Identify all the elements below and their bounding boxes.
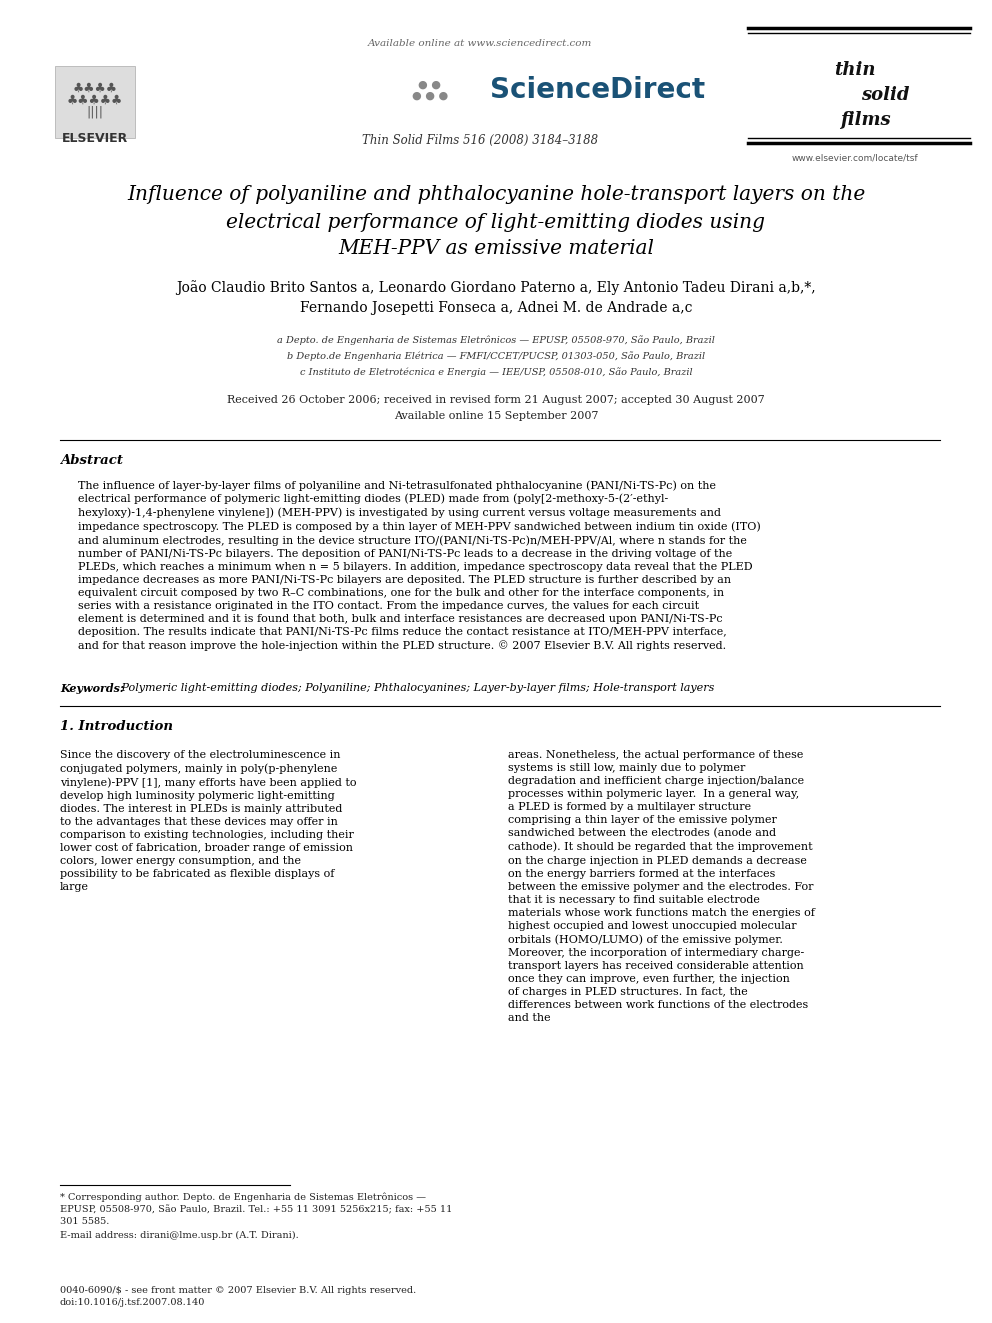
Text: Abstract: Abstract bbox=[60, 454, 123, 467]
Text: Thin Solid Films 516 (2008) 3184–3188: Thin Solid Films 516 (2008) 3184–3188 bbox=[362, 134, 598, 147]
Text: João Claudio Brito Santos a, Leonardo Giordano Paterno a, Ely Antonio Tadeu Dira: João Claudio Brito Santos a, Leonardo Gi… bbox=[177, 280, 815, 295]
FancyBboxPatch shape bbox=[55, 66, 135, 138]
Text: www.elsevier.com/locate/tsf: www.elsevier.com/locate/tsf bbox=[792, 153, 919, 163]
Text: The influence of layer-by-layer films of polyaniline and Ni-tetrasulfonated phth: The influence of layer-by-layer films of… bbox=[78, 480, 761, 651]
Text: Received 26 October 2006; received in revised form 21 August 2007; accepted 30 A: Received 26 October 2006; received in re… bbox=[227, 396, 765, 405]
Text: Fernando Josepetti Fonseca a, Adnei M. de Andrade a,c: Fernando Josepetti Fonseca a, Adnei M. d… bbox=[300, 302, 692, 315]
Text: Available online at www.sciencedirect.com: Available online at www.sciencedirect.co… bbox=[368, 38, 592, 48]
Text: doi:10.1016/j.tsf.2007.08.140: doi:10.1016/j.tsf.2007.08.140 bbox=[60, 1298, 205, 1307]
Text: Since the discovery of the electroluminescence in
conjugated polymers, mainly in: Since the discovery of the electrolumine… bbox=[60, 750, 356, 892]
Text: E-mail address: dirani@lme.usp.br (A.T. Dirani).: E-mail address: dirani@lme.usp.br (A.T. … bbox=[60, 1230, 299, 1240]
Text: ♣♣♣♣
♣♣♣♣♣
||||: ♣♣♣♣ ♣♣♣♣♣ |||| bbox=[66, 82, 123, 119]
Text: thin: thin bbox=[834, 61, 876, 79]
Text: areas. Nonetheless, the actual performance of these
systems is still low, mainly: areas. Nonetheless, the actual performan… bbox=[508, 750, 814, 1023]
Text: * Corresponding author. Depto. de Engenharia de Sistemas Eletrônicos —: * Corresponding author. Depto. de Engenh… bbox=[60, 1193, 426, 1203]
Text: 1. Introduction: 1. Introduction bbox=[60, 720, 173, 733]
Text: a Depto. de Engenharia de Sistemas Eletrônicos — EPUSP, 05508-970, São Paulo, Br: a Depto. de Engenharia de Sistemas Eletr… bbox=[277, 335, 715, 345]
Text: 0040-6090/$ - see front matter © 2007 Elsevier B.V. All rights reserved.: 0040-6090/$ - see front matter © 2007 El… bbox=[60, 1286, 417, 1295]
Text: electrical performance of light-emitting diodes using: electrical performance of light-emitting… bbox=[226, 213, 766, 232]
Text: Influence of polyaniline and phthalocyanine hole-transport layers on the: Influence of polyaniline and phthalocyan… bbox=[127, 185, 865, 205]
Text: solid: solid bbox=[861, 86, 910, 105]
Text: ELSEVIER: ELSEVIER bbox=[62, 132, 128, 146]
Text: EPUSP, 05508-970, São Paulo, Brazil. Tel.: +55 11 3091 5256x215; fax: +55 11: EPUSP, 05508-970, São Paulo, Brazil. Tel… bbox=[60, 1205, 452, 1215]
Text: c Instituto de Eletrotécnica e Energia — IEE/USP, 05508-010, São Paulo, Brazil: c Instituto de Eletrotécnica e Energia —… bbox=[300, 366, 692, 377]
Text: MEH-PPV as emissive material: MEH-PPV as emissive material bbox=[338, 239, 654, 258]
Text: Keywords:: Keywords: bbox=[60, 683, 124, 693]
Text: Polymeric light-emitting diodes; Polyaniline; Phthalocyanines; Layer-by-layer fi: Polymeric light-emitting diodes; Polyani… bbox=[118, 683, 714, 693]
Text: films: films bbox=[839, 111, 890, 130]
Text: ScienceDirect: ScienceDirect bbox=[490, 75, 705, 105]
Text: 301 5585.: 301 5585. bbox=[60, 1217, 109, 1226]
Text: b Depto.de Engenharia Elétrica — FMFI/CCET/PUCSP, 01303-050, São Paulo, Brazil: b Depto.de Engenharia Elétrica — FMFI/CC… bbox=[287, 351, 705, 361]
Text: Available online 15 September 2007: Available online 15 September 2007 bbox=[394, 411, 598, 421]
Text: ● ●
● ● ●: ● ● ● ● ● bbox=[412, 79, 448, 101]
